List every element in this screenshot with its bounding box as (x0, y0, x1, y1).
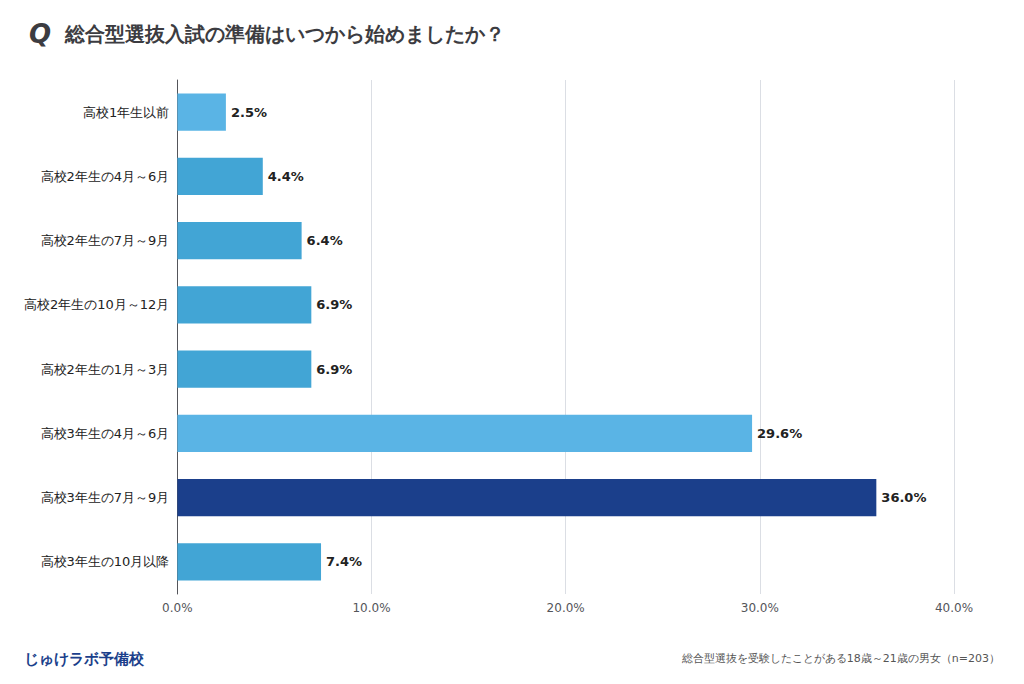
svg-text:6.9%: 6.9% (316, 297, 352, 312)
svg-text:高校2年生の1月～3月: 高校2年生の1月～3月 (41, 362, 170, 377)
svg-text:29.6%: 29.6% (757, 426, 802, 441)
svg-text:7.4%: 7.4% (326, 554, 362, 569)
svg-text:じゅけラボ予備校: じゅけラボ予備校 (24, 650, 145, 668)
svg-text:高校1年生以前: 高校1年生以前 (83, 105, 169, 120)
svg-text:6.9%: 6.9% (316, 362, 352, 377)
svg-text:20.0%: 20.0% (547, 601, 585, 615)
svg-text:高校3年生の4月～6月: 高校3年生の4月～6月 (41, 426, 170, 441)
svg-text:総合型選抜入試の準備はいつから始めましたか？: 総合型選抜入試の準備はいつから始めましたか？ (51, 22, 505, 46)
svg-text:2.5%: 2.5% (231, 105, 267, 120)
svg-text:高校2年生の10月～12月: 高校2年生の10月～12月 (24, 297, 169, 312)
svg-text:高校3年生の7月～9月: 高校3年生の7月～9月 (41, 490, 170, 505)
svg-text:36.0%: 36.0% (881, 490, 926, 505)
svg-text:0.0%: 0.0% (162, 601, 193, 615)
svg-text:10.0%: 10.0% (352, 601, 390, 615)
svg-text:Q: Q (29, 19, 51, 49)
svg-text:4.4%: 4.4% (268, 169, 304, 184)
svg-text:6.4%: 6.4% (307, 233, 343, 248)
svg-text:高校2年生の7月～9月: 高校2年生の7月～9月 (41, 233, 170, 248)
svg-text:高校3年生の10月以降: 高校3年生の10月以降 (41, 554, 170, 569)
svg-text:総合型選抜を受験したことがある18歳～21歳の男女（n=20: 総合型選抜を受験したことがある18歳～21歳の男女（n=203） (681, 652, 1000, 665)
svg-text:高校2年生の4月～6月: 高校2年生の4月～6月 (41, 169, 170, 184)
svg-text:30.0%: 30.0% (741, 601, 779, 615)
svg-text:40.0%: 40.0% (935, 601, 973, 615)
